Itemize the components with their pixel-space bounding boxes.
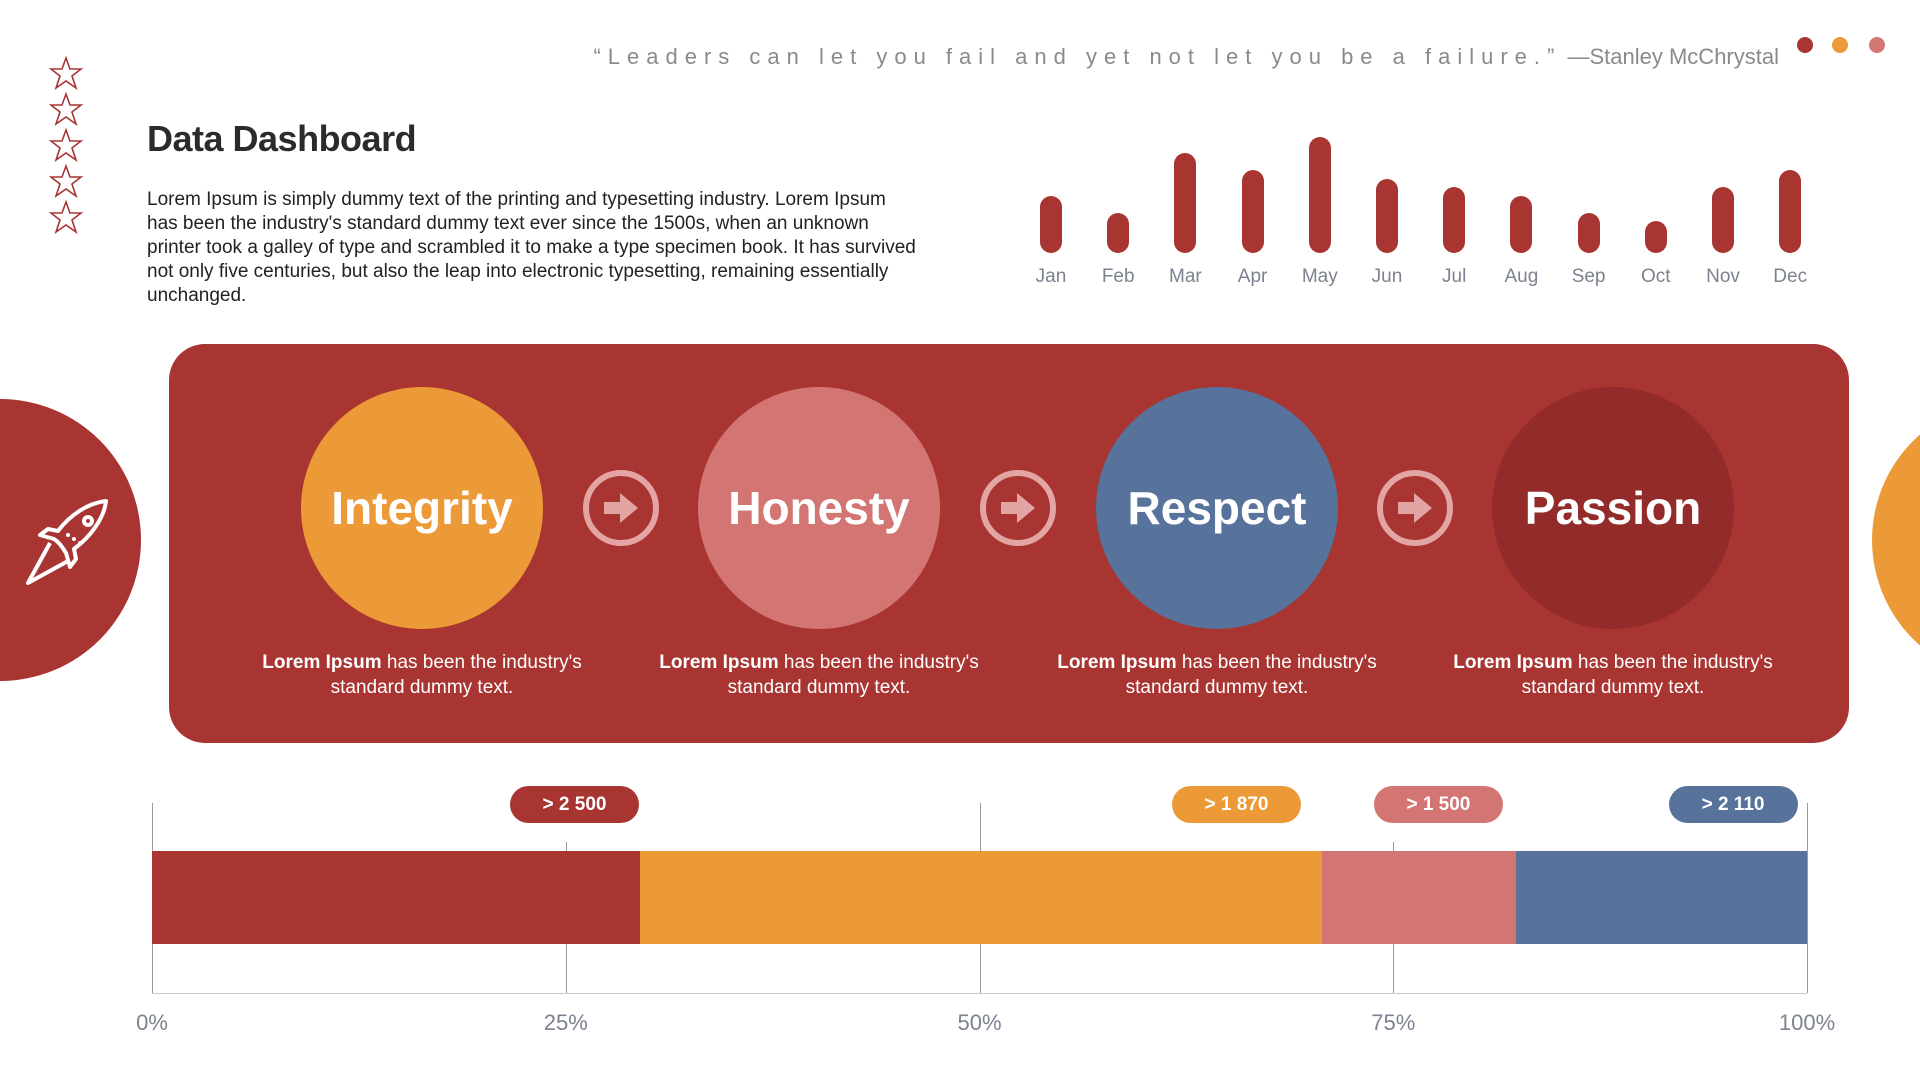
value-description-line1: has been the industry's <box>778 652 979 673</box>
month-bar <box>1644 221 1667 253</box>
month-label: Aug <box>1504 266 1539 287</box>
value-description-line1: has been the industry's <box>381 652 582 673</box>
rocket-icon <box>26 499 108 585</box>
value-description: Lorem Ipsum has been the industry's stand… <box>1433 650 1793 700</box>
axis-tick-label: 75% <box>1371 1010 1416 1035</box>
value-badge: > 1 870 <box>1172 786 1302 823</box>
value-badge: > 2 500 <box>510 786 640 823</box>
month-bar <box>1510 195 1533 253</box>
value-description-line2: standard dummy text. <box>330 677 514 698</box>
decor-circle-right <box>1872 434 1920 646</box>
month-label: May <box>1301 266 1338 287</box>
month-bar <box>1040 195 1062 253</box>
bar-segment <box>1322 851 1517 944</box>
value-description-line1: has been the industry's <box>1572 652 1773 673</box>
month-label: Nov <box>1706 266 1740 287</box>
value-circle-passion: Passion <box>1492 387 1734 629</box>
axis-tick-label: 25% <box>543 1010 588 1035</box>
month-bar <box>1308 137 1331 253</box>
star-outline-icon <box>48 127 84 163</box>
month-bar <box>1107 212 1130 253</box>
month-label: Apr <box>1237 266 1268 287</box>
month-label: Mar <box>1169 266 1202 287</box>
star-outline-icon <box>48 91 84 127</box>
arrow-right-icon <box>1376 469 1454 547</box>
value-badge: > 1 500 <box>1373 786 1503 823</box>
month-bar <box>1712 187 1734 253</box>
value-description: Lorem Ipsum has been the industry's stand… <box>242 650 602 700</box>
value-description-line1: has been the industry's <box>1176 652 1377 673</box>
bar-segment <box>640 851 1323 944</box>
intro-paragraph: Lorem Ipsum is simply dummy text of the … <box>147 189 916 306</box>
baseline <box>152 993 1807 994</box>
axis-tick-label: 0% <box>136 1010 168 1035</box>
month-label: Feb <box>1101 266 1135 287</box>
value-description-bold: Lorem Ipsum <box>262 652 382 673</box>
decor-dot <box>1869 37 1885 53</box>
value-description-bold: Lorem Ipsum <box>1057 652 1177 673</box>
star-outline-icon <box>48 55 84 91</box>
value-description-bold: Lorem Ipsum <box>1453 652 1573 673</box>
month-label: Jul <box>1442 266 1467 287</box>
star-outline-icon <box>48 163 84 199</box>
value-badge: > 2 110 <box>1668 786 1798 823</box>
star-outline-icon <box>48 199 84 235</box>
gridline <box>1807 803 1808 993</box>
quote-text: “Leaders can let you fail and yet not le… <box>593 44 1562 69</box>
value-label: Honesty <box>728 482 910 534</box>
month-bar <box>1241 170 1264 253</box>
month-label: Jun <box>1371 266 1403 287</box>
month-label: Sep <box>1571 266 1606 287</box>
month-label: Jan <box>1035 266 1067 287</box>
bar-segment <box>152 851 641 944</box>
month-bar <box>1376 178 1398 253</box>
value-label: Respect <box>1127 482 1307 534</box>
value-description-line2: standard dummy text. <box>1521 677 1705 698</box>
quote-author: —Stanley McChrystal <box>1567 44 1779 69</box>
value-label: Passion <box>1524 482 1702 534</box>
quote: “Leaders can let you fail and yet not le… <box>593 44 1779 70</box>
month-label: Dec <box>1773 266 1808 287</box>
value-description: Lorem Ipsum has been the industry's stand… <box>1037 650 1397 700</box>
decor-dot <box>1797 37 1813 53</box>
month-bar <box>1779 170 1802 253</box>
axis-tick-label: 100% <box>1778 1010 1836 1035</box>
value-description-line2: standard dummy text. <box>1125 677 1309 698</box>
value-circle-integrity: Integrity <box>301 387 543 629</box>
value-description-line2: standard dummy text. <box>727 677 911 698</box>
month-bar <box>1443 187 1466 253</box>
arrow-right-icon <box>979 469 1057 547</box>
value-description: Lorem Ipsum has been the industry's stand… <box>639 650 999 700</box>
bar-segment <box>1515 851 1808 944</box>
month-label: Oct <box>1641 266 1671 287</box>
value-description-bold: Lorem Ipsum <box>659 652 779 673</box>
decor-dot <box>1832 37 1848 53</box>
month-bar <box>1174 152 1197 253</box>
month-bar <box>1577 212 1600 253</box>
arrow-right-icon <box>582 469 660 547</box>
value-circle-honesty: Honesty <box>698 387 940 629</box>
page-title: Data Dashboard <box>147 118 417 159</box>
value-circle-respect: Respect <box>1096 387 1338 629</box>
axis-tick-label: 50% <box>957 1010 1002 1035</box>
value-label: Integrity <box>331 482 513 534</box>
